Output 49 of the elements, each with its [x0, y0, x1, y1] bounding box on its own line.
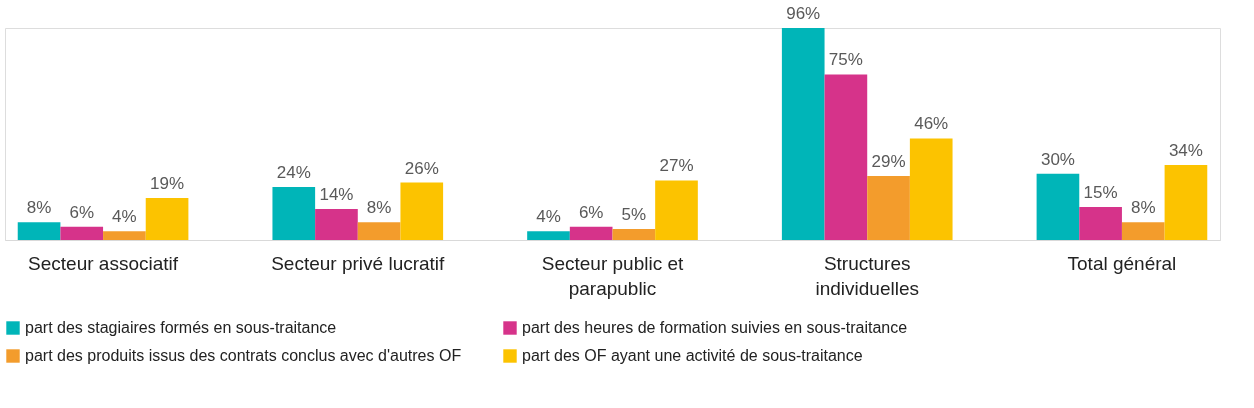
data-label: 96% [786, 4, 821, 23]
bar [145, 198, 189, 240]
data-label: 26% [404, 158, 439, 178]
bar [17, 222, 61, 240]
data-label: 30% [1040, 149, 1075, 169]
data-label: 75% [828, 50, 863, 70]
bar [867, 175, 910, 240]
data-label: 14% [319, 185, 354, 205]
x-tick-label: Structures individuelles [815, 252, 919, 299]
bar [824, 74, 868, 240]
data-label: 6% [578, 202, 604, 222]
bar [103, 231, 146, 240]
data-label: 15% [1083, 182, 1118, 202]
data-label: 27% [659, 156, 694, 176]
x-tick-label: Total général [1067, 252, 1177, 274]
bar [612, 228, 656, 240]
data-label: 34% [1168, 140, 1203, 160]
bar [315, 209, 358, 240]
bar [1121, 222, 1165, 240]
data-label: 5% [621, 204, 647, 224]
data-label: 8% [366, 198, 392, 218]
bar [569, 226, 613, 240]
legend-label: part des produits issus des contrats conclus avec d'autres OF [25, 347, 462, 364]
bar [909, 138, 953, 240]
bar [1036, 173, 1080, 240]
bar [60, 226, 104, 240]
bar [781, 28, 825, 240]
legend-label: part des OF ayant une activité de sous-traitance [522, 347, 863, 364]
legend-label: part des heures de formation suivies en sous-traitance [522, 319, 908, 336]
bar [655, 180, 698, 240]
data-label: 29% [871, 151, 906, 171]
bar [357, 222, 401, 240]
bar [1164, 164, 1208, 240]
data-label: 4% [112, 207, 137, 227]
legend-label: part des stagiaires formés en sous-traitance [25, 319, 337, 336]
x-tick-label: Secteur public et parapublic [541, 252, 684, 299]
bar [400, 182, 444, 240]
data-label: 4% [536, 207, 561, 227]
bar [272, 187, 316, 240]
data-label: 8% [1130, 198, 1156, 218]
data-label: 24% [276, 163, 311, 182]
bar [527, 231, 570, 240]
data-label: 6% [69, 202, 95, 222]
data-label: 19% [150, 174, 185, 194]
data-label: 8% [26, 198, 52, 218]
x-tick-label: Secteur privé lucratif [271, 252, 446, 274]
data-label: 46% [914, 114, 949, 134]
bar [1079, 206, 1122, 240]
x-tick-label: Secteur associatif [28, 252, 179, 274]
